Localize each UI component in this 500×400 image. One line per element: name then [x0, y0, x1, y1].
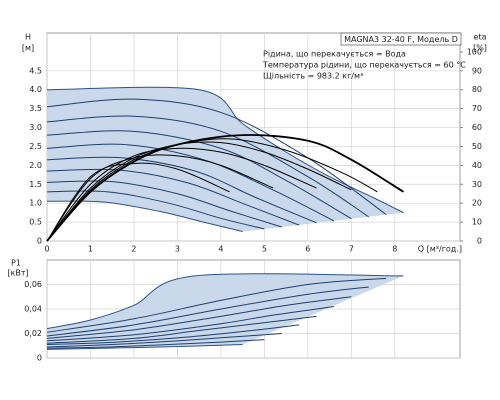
- performance-curve: [46, 156, 317, 224]
- y2-tick-label: 70: [472, 104, 482, 113]
- y-tick-label: 0: [37, 354, 42, 363]
- annotation: Щільність = 983.2 кг/м³: [263, 72, 363, 81]
- y-tick-label: 0: [37, 237, 42, 246]
- performance-curve: [46, 344, 243, 350]
- y2-tick-label: 50: [472, 142, 482, 151]
- performance-curve: [46, 333, 282, 348]
- y-tick-label: 1.5: [29, 180, 42, 189]
- x-axis-label: Q [м³/год.]: [418, 245, 462, 254]
- x-tick-label: 0: [44, 245, 49, 254]
- y2-tick-label: 80: [472, 85, 482, 94]
- x-tick-label: 3: [175, 245, 180, 254]
- y2-tick-label: 100: [467, 47, 482, 56]
- efficiency-curve: [46, 134, 404, 242]
- y-tick-label: 3.5: [29, 104, 42, 113]
- y-axis-label: P1: [11, 259, 21, 268]
- chart-title: MAGNA3 32-40 F, Модель D: [344, 35, 458, 44]
- performance-curve: [46, 315, 317, 344]
- y-tick-label: 1.0: [29, 199, 42, 208]
- y2-tick-label: 10: [472, 218, 482, 227]
- efficiency-curve: [46, 147, 317, 242]
- operating-range: [47, 273, 404, 350]
- y2-tick-label: 30: [472, 180, 482, 189]
- x-tick-label: 1: [88, 245, 93, 254]
- x-tick-label: 6: [305, 245, 310, 254]
- y-tick-label: 2.0: [29, 161, 42, 170]
- y2-tick-label: 60: [472, 123, 482, 132]
- x-tick-label: 5: [262, 245, 267, 254]
- y-tick-label: 0,04: [24, 305, 42, 314]
- performance-curve: [46, 324, 300, 346]
- y2-tick-label: 20: [472, 199, 482, 208]
- performance-curve: [46, 130, 352, 220]
- operating-range: [47, 87, 404, 232]
- y-axis-unit: [м]: [22, 44, 34, 53]
- efficiency-curve: [46, 141, 352, 242]
- y-tick-label: 0.5: [29, 218, 42, 227]
- performance-curve: [46, 200, 243, 233]
- efficiency-curve: [46, 154, 274, 242]
- annotation: Рідина, що перекачується = Вода: [263, 50, 406, 59]
- x-tick-label: 8: [392, 245, 397, 254]
- efficiency-curve: [46, 162, 230, 242]
- y-tick-label: 4.0: [29, 85, 42, 94]
- y2-tick-label: 90: [472, 66, 482, 75]
- performance-curve: [46, 306, 334, 342]
- efficiency-curve: [46, 138, 378, 242]
- y-tick-label: 0,06: [24, 280, 42, 289]
- performance-curve: [46, 273, 404, 330]
- y2-tick-label: 0: [477, 237, 482, 246]
- performance-curve: [46, 86, 404, 214]
- x-tick-label: 7: [349, 245, 354, 254]
- performance-curve: [46, 286, 369, 337]
- y-tick-label: 2.5: [29, 142, 42, 151]
- performance-curve: [46, 143, 335, 222]
- performance-curve: [46, 190, 265, 230]
- performance-curve: [46, 339, 265, 349]
- y2-axis-label: eta: [474, 33, 487, 42]
- y-tick-label: 0,02: [24, 329, 42, 338]
- performance-curve: [46, 296, 352, 339]
- y2-axis-unit: [%]: [473, 44, 487, 53]
- x-tick-label: 2: [131, 245, 136, 254]
- performance-curve: [46, 98, 387, 215]
- title-box: [340, 32, 462, 46]
- y-axis-label: H: [25, 33, 31, 42]
- performance-curve: [46, 168, 300, 226]
- performance-curve: [46, 277, 387, 333]
- x-tick-label: 4: [218, 245, 223, 254]
- performance-curve: [46, 115, 369, 218]
- y-axis-unit: [кВт]: [7, 269, 28, 278]
- y-tick-label: 3.0: [29, 123, 42, 132]
- y-tick-label: 4.5: [29, 66, 42, 75]
- y2-tick-label: 40: [472, 161, 482, 170]
- annotation: Температура рідини, що перекачується = 6…: [262, 61, 466, 70]
